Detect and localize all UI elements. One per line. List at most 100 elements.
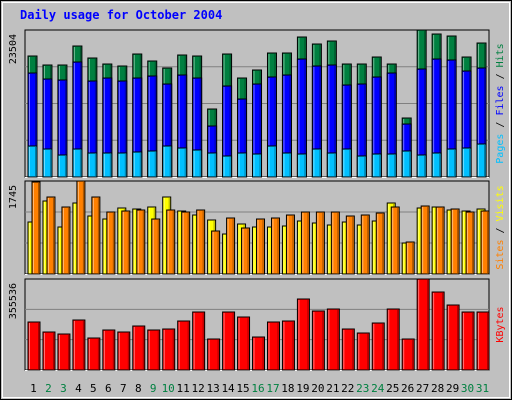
bar-sites-day-21 — [330, 211, 340, 275]
bar-sites-day-12 — [196, 209, 206, 275]
bar-pages-day-5 — [87, 152, 98, 178]
bar-sites-day-23 — [360, 214, 370, 275]
bar-sites-day-16 — [256, 218, 266, 275]
bar-body — [326, 308, 340, 371]
bar-kbytes-day-1 — [27, 321, 41, 371]
day-label-28: 28 — [431, 382, 444, 395]
bar-body — [296, 153, 307, 178]
bar-body — [416, 278, 430, 371]
bar-kbytes-day-7 — [117, 331, 131, 371]
bar-body — [446, 148, 457, 178]
bar-body — [102, 152, 113, 178]
bar-body — [162, 328, 176, 371]
bar-body — [207, 152, 218, 178]
bar-body — [151, 218, 161, 275]
bar-body — [136, 209, 146, 275]
bar-pages-day-22 — [341, 148, 352, 178]
bar-body — [476, 311, 490, 371]
bar-sites-day-28 — [435, 206, 445, 275]
bar-kbytes-day-18 — [281, 320, 295, 371]
legend-part-1: / — [495, 221, 506, 239]
bar-body — [132, 325, 146, 371]
bar-kbytes-day-24 — [371, 322, 385, 371]
bar-kbytes-day-16 — [252, 336, 266, 371]
bar-body — [401, 338, 415, 371]
bar-body — [311, 148, 322, 178]
bar-pages-day-30 — [461, 147, 472, 178]
bar-body — [117, 331, 131, 371]
day-label-26: 26 — [401, 382, 414, 395]
bar-kbytes-day-26 — [401, 338, 415, 371]
bar-sites-day-9 — [151, 218, 161, 275]
day-label-11: 11 — [177, 382, 190, 395]
bar-kbytes-day-14 — [222, 311, 236, 371]
bar-pages-day-1 — [27, 145, 38, 178]
bar-body — [72, 319, 86, 371]
bar-kbytes-day-27 — [416, 278, 430, 371]
legend-part-0: Sites — [495, 240, 506, 270]
bar-pages-day-16 — [252, 153, 263, 178]
bar-body — [371, 153, 382, 178]
legend-part-2: Visits — [495, 185, 506, 221]
bar-body — [356, 332, 370, 371]
day-label-24: 24 — [371, 382, 385, 395]
bar-body — [446, 304, 460, 371]
bar-body — [405, 241, 415, 275]
bar-pages-day-15 — [237, 152, 248, 178]
bar-pages-day-14 — [222, 155, 233, 178]
bar-body — [431, 152, 442, 178]
bar-body — [375, 212, 385, 275]
bar-body — [46, 196, 56, 275]
bar-sites-day-5 — [91, 196, 101, 275]
panel-hits-files-pages: 23504 Pages / Files / Hits — [8, 29, 506, 178]
bar-body — [61, 206, 71, 275]
bar-body — [222, 155, 233, 178]
day-label-20: 20 — [311, 382, 324, 395]
legend-part-3: / — [495, 67, 506, 85]
bar-sites-day-2 — [46, 196, 56, 275]
bar-body — [241, 227, 251, 275]
bar-body — [270, 217, 280, 275]
bar-pages-day-31 — [476, 143, 487, 178]
bar-body — [285, 214, 295, 275]
day-label-8: 8 — [135, 382, 142, 395]
bar-kbytes-day-17 — [266, 321, 280, 371]
day-label-25: 25 — [386, 382, 399, 395]
legend-part-0: Pages — [495, 134, 506, 164]
bar-sites-day-19 — [300, 211, 310, 275]
day-label-19: 19 — [296, 382, 309, 395]
bar-body — [102, 329, 116, 371]
day-label-14: 14 — [221, 382, 235, 395]
bar-body — [177, 320, 191, 371]
bar-body — [87, 337, 101, 371]
bar-sites-day-6 — [106, 211, 116, 275]
series-legend-label: KBytes — [495, 306, 506, 342]
panel-visits-sites: 1745 Sites / Visits — [8, 180, 506, 275]
bar-body — [177, 147, 188, 178]
bar-body — [132, 151, 143, 178]
bar-kbytes-day-29 — [446, 304, 460, 371]
day-label-16: 16 — [251, 382, 264, 395]
day-label-21: 21 — [326, 382, 339, 395]
bar-body — [386, 308, 400, 371]
bar-body — [192, 311, 206, 371]
y-max-label: 355536 — [8, 283, 19, 319]
chart-title: Daily usage for October 2004 — [20, 8, 222, 22]
bar-body — [162, 145, 173, 178]
series-legend-label: Pages / Files / Hits — [495, 43, 506, 163]
bar-body — [476, 143, 487, 178]
day-label-15: 15 — [236, 382, 249, 395]
bar-pages-day-4 — [72, 148, 83, 178]
day-label-27: 27 — [416, 382, 429, 395]
bar-body — [222, 311, 236, 371]
bar-kbytes-day-10 — [162, 328, 176, 371]
day-label-31: 31 — [476, 382, 489, 395]
legend-part-4: Hits — [495, 43, 506, 67]
bar-pages-day-29 — [446, 148, 457, 178]
bar-pages-day-9 — [147, 150, 158, 178]
chart-panels: 23504 Pages / Files / Hits 1745 Sites / Vis… — [8, 29, 506, 371]
bar-kbytes-day-12 — [192, 311, 206, 371]
bar-body — [252, 336, 266, 371]
bar-kbytes-day-5 — [87, 337, 101, 371]
